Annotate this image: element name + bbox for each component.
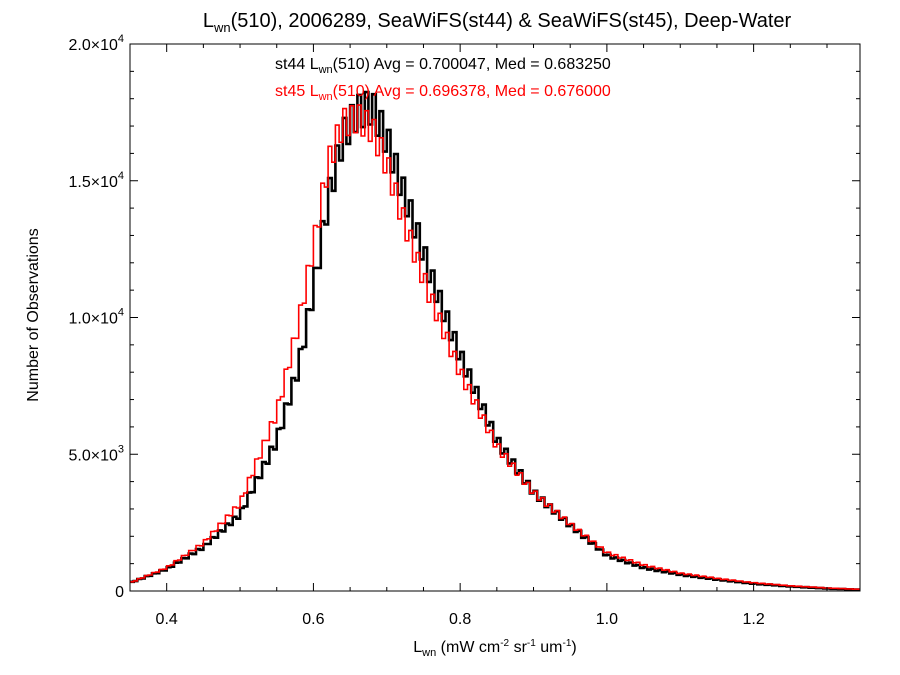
x-axis-label: Lwn (mW cm-2 sr-1 um-1) xyxy=(413,638,576,659)
y-tick-label: 2.0×104 xyxy=(68,33,124,54)
y-tick-label: 5.0×103 xyxy=(68,443,124,464)
plot-area: 0.4 0.6 0.8 1.0 1.2 0 5.0×103 1.0×104 1.5×104 2.0… xyxy=(68,33,861,628)
x-tick-label: 1.0 xyxy=(596,611,618,628)
chart-title: Lwn(510), 2006289, SeaWiFS(st44) & SeaWi… xyxy=(203,10,792,35)
x-tick-label: 0.6 xyxy=(302,611,324,628)
series-st45-line xyxy=(130,104,860,590)
y-axis-label: Number of Observations xyxy=(25,228,42,401)
series-st44-line xyxy=(130,90,860,591)
x-tick-label: 1.2 xyxy=(742,611,764,628)
chart-title-sub: wn xyxy=(213,20,231,35)
y-tick-label: 0 xyxy=(115,584,124,601)
stats-label-st45: st45 Lwn(510) Avg = 0.696378, Med = 0.67… xyxy=(275,83,611,103)
x-tick-label: 0.8 xyxy=(449,611,471,628)
chart-title-main: L xyxy=(203,10,214,32)
y-tick-label: 1.0×104 xyxy=(68,307,124,328)
stats-labels: st44 Lwn(510) Avg = 0.700047, Med = 0.68… xyxy=(275,56,611,103)
x-tick-label: 0.4 xyxy=(156,611,178,628)
chart-title-rest: (510), 2006289, SeaWiFS(st44) & SeaWiFS(… xyxy=(231,10,792,32)
y-tick-label: 1.5×104 xyxy=(68,170,124,191)
stats-label-st44: st44 Lwn(510) Avg = 0.700047, Med = 0.68… xyxy=(275,56,611,76)
